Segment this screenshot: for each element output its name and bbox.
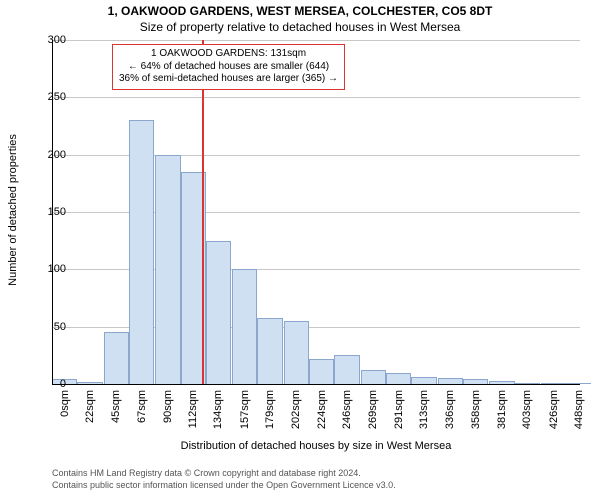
histogram-bar bbox=[77, 382, 102, 384]
y-tick-label: 100 bbox=[26, 263, 66, 275]
histogram-bar bbox=[463, 379, 488, 384]
histogram-bar bbox=[129, 120, 154, 384]
histogram-bar bbox=[515, 383, 540, 384]
histogram-bar bbox=[257, 318, 282, 385]
histogram-bar bbox=[284, 321, 309, 384]
x-tick-label: 313sqm bbox=[418, 390, 430, 429]
histogram-bar bbox=[232, 269, 257, 384]
histogram-bar bbox=[489, 381, 514, 384]
chart-footer: Contains HM Land Registry data © Crown c… bbox=[52, 468, 580, 491]
x-tick-label: 358sqm bbox=[470, 390, 482, 429]
y-tick-label: 0 bbox=[26, 378, 66, 390]
footer-copyright: Contains HM Land Registry data © Crown c… bbox=[52, 468, 580, 480]
annotation-line: 36% of semi-detached houses are larger (… bbox=[119, 73, 338, 86]
annotation-line: 1 OAKWOOD GARDENS: 131sqm bbox=[119, 48, 338, 61]
annotation-line: ← 64% of detached houses are smaller (64… bbox=[119, 61, 338, 74]
annotation-box: 1 OAKWOOD GARDENS: 131sqm← 64% of detach… bbox=[112, 44, 345, 90]
x-tick-label: 224sqm bbox=[316, 390, 328, 429]
x-tick-label: 134sqm bbox=[212, 390, 224, 429]
x-axis-label: Distribution of detached houses by size … bbox=[52, 440, 580, 452]
chart-title-subtitle: Size of property relative to detached ho… bbox=[0, 20, 600, 34]
histogram-bar bbox=[155, 155, 180, 384]
histogram-bar bbox=[334, 355, 359, 384]
x-tick-label: 0sqm bbox=[59, 390, 71, 417]
x-tick-label: 403sqm bbox=[521, 390, 533, 429]
y-tick-label: 250 bbox=[26, 91, 66, 103]
x-tick-label: 246sqm bbox=[341, 390, 353, 429]
x-tick-label: 426sqm bbox=[548, 390, 560, 429]
x-tick-label: 45sqm bbox=[110, 390, 122, 423]
histogram-bar bbox=[361, 370, 386, 384]
histogram-bar bbox=[411, 377, 436, 384]
x-tick-label: 22sqm bbox=[84, 390, 96, 423]
x-tick-label: 448sqm bbox=[573, 390, 585, 429]
y-tick-label: 150 bbox=[26, 206, 66, 218]
x-tick-label: 381sqm bbox=[496, 390, 508, 429]
histogram-bar bbox=[206, 241, 231, 384]
grid-line bbox=[52, 40, 580, 41]
histogram-bar bbox=[386, 373, 411, 384]
chart-title-address: 1, OAKWOOD GARDENS, WEST MERSEA, COLCHES… bbox=[0, 4, 600, 18]
reference-line bbox=[202, 40, 204, 384]
footer-licence: Contains public sector information licen… bbox=[52, 480, 580, 492]
x-tick-label: 112sqm bbox=[187, 390, 199, 428]
y-tick-label: 200 bbox=[26, 149, 66, 161]
histogram-bar bbox=[566, 383, 591, 384]
histogram-plot: 1 OAKWOOD GARDENS: 131sqm← 64% of detach… bbox=[52, 40, 580, 384]
x-tick-label: 202sqm bbox=[290, 390, 302, 429]
x-tick-label: 90sqm bbox=[162, 390, 174, 423]
x-tick-label: 291sqm bbox=[393, 390, 405, 429]
x-tick-label: 336sqm bbox=[444, 390, 456, 429]
histogram-bar bbox=[541, 383, 566, 384]
grid-line bbox=[52, 384, 580, 385]
histogram-bar bbox=[438, 378, 463, 384]
grid-line bbox=[52, 97, 580, 98]
x-tick-label: 269sqm bbox=[367, 390, 379, 429]
y-tick-label: 300 bbox=[26, 34, 66, 46]
histogram-bar bbox=[309, 359, 334, 384]
x-tick-label: 179sqm bbox=[264, 390, 276, 429]
x-tick-label: 67sqm bbox=[136, 390, 148, 423]
x-tick-label: 157sqm bbox=[239, 390, 251, 429]
histogram-bar bbox=[104, 332, 129, 384]
y-axis-label: Number of detached properties bbox=[6, 0, 20, 420]
y-tick-label: 50 bbox=[26, 321, 66, 333]
